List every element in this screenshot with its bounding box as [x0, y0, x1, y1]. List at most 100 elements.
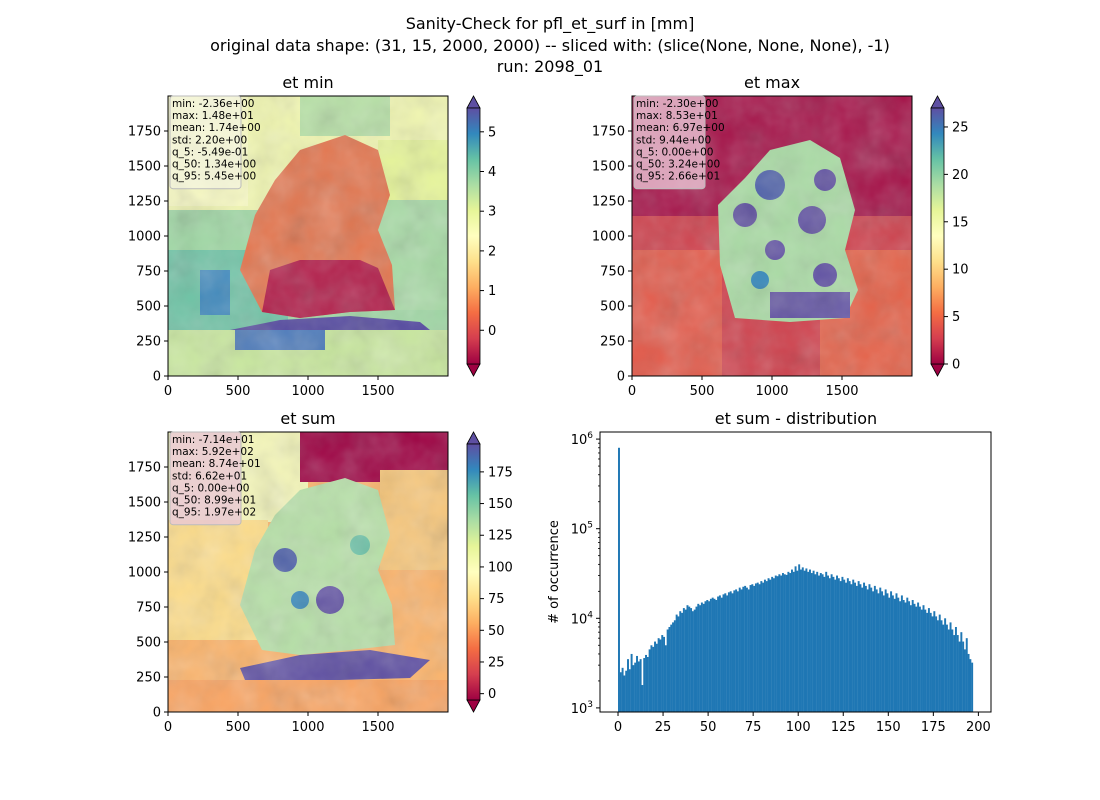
- y-tick-label: 500: [600, 300, 625, 315]
- panel-title-et-max: et max: [744, 73, 800, 92]
- stats-line: min: -2.36e+00: [172, 98, 254, 110]
- stats-line: mean: 1.74e+00: [172, 122, 261, 134]
- y-tick-label: 250: [136, 335, 161, 350]
- histogram-bar: [803, 570, 806, 712]
- histogram-bar: [650, 645, 653, 712]
- histogram-bar: [693, 609, 696, 712]
- histogram-bar: [769, 579, 772, 712]
- histogram-bar: [836, 575, 838, 712]
- x-tick-label: 200: [966, 720, 991, 735]
- x-tick-label: 125: [831, 720, 856, 735]
- histogram-bar: [902, 600, 905, 712]
- histogram-bar: [655, 643, 658, 712]
- histogram-bar: [742, 586, 745, 712]
- histogram-bar: [765, 581, 768, 712]
- histogram-bar: [915, 606, 918, 712]
- colorbar-tick-label: 0: [488, 324, 496, 339]
- histogram-bar: [832, 576, 835, 712]
- histogram-bar: [666, 629, 669, 712]
- heatmap-image-et-sum: [168, 432, 448, 712]
- histogram-bar: [904, 602, 907, 712]
- x-tick-label: 1000: [755, 384, 788, 399]
- histogram-bar: [648, 649, 651, 712]
- histogram-bar: [774, 575, 777, 712]
- histogram-bar: [963, 649, 966, 712]
- y-tick-label: 1000: [128, 230, 161, 245]
- histogram-bar: [783, 574, 786, 712]
- stats-box-background: [169, 95, 242, 190]
- histogram-bar: [776, 576, 779, 712]
- histogram-bar: [754, 583, 757, 712]
- histogram-bar: [720, 597, 723, 712]
- y-tick-label: 1500: [128, 160, 161, 175]
- histogram-bar: [733, 590, 736, 712]
- histogram-bar: [681, 612, 684, 712]
- axes-frame-histogram: [599, 431, 992, 713]
- histogram-bar: [818, 575, 820, 712]
- colorbar-gradient: [930, 107, 945, 365]
- histogram-bar: [942, 624, 945, 712]
- colorbar-tick-label: 5: [488, 125, 496, 140]
- histogram-bar: [778, 574, 781, 712]
- colorbar-tick-label: 75: [488, 592, 505, 607]
- histogram-bar: [852, 579, 855, 712]
- stats-line: mean: 8.74e+01: [172, 458, 261, 470]
- histogram-bar: [645, 654, 647, 712]
- y-tick-label: 106: [571, 431, 594, 448]
- histogram-bar: [827, 575, 829, 712]
- histogram-bar: [763, 579, 766, 712]
- histogram-bar: [960, 632, 963, 712]
- histogram-bar: [956, 635, 959, 712]
- histogram-bar: [801, 567, 804, 712]
- histogram-bar: [933, 611, 936, 712]
- y-tick-label: 1000: [128, 566, 161, 581]
- histogram-bar: [772, 578, 775, 712]
- y-tick-label: 750: [136, 601, 161, 616]
- histogram-bar: [628, 669, 631, 712]
- histogram-bar: [706, 600, 709, 712]
- histogram-bar: [711, 597, 714, 712]
- colorbar-et-sum: 0 25 50 75 100 125 150 175: [466, 431, 513, 713]
- histogram-bar: [619, 672, 622, 712]
- histogram-bar: [965, 638, 968, 712]
- histogram-bar: [729, 591, 732, 712]
- histogram-bar: [675, 614, 678, 712]
- histogram-bar: [819, 573, 822, 712]
- colorbar-extend-min: [930, 363, 945, 377]
- colorbar-tick-label: 50: [488, 624, 505, 639]
- histogram-bar: [909, 605, 912, 712]
- stats-line: std: 9.44e+00: [636, 134, 711, 146]
- histogram-bar: [670, 624, 673, 712]
- colorbar-et-max: 0 5 10 15 20 25: [930, 95, 969, 377]
- figure-title-line-1: Sanity-Check for pfl_et_surf in [mm]: [406, 14, 695, 34]
- colorbar-gradient: [466, 107, 481, 365]
- histogram-bar: [697, 603, 700, 712]
- figure-title-line-3: run: 2098_01: [497, 57, 603, 77]
- y-tick-label: 250: [600, 335, 625, 350]
- stats-box-background: [633, 95, 706, 190]
- histogram-bar: [882, 595, 885, 712]
- histogram-bar: [740, 589, 743, 712]
- histogram-bar: [747, 589, 750, 712]
- histogram-bar: [798, 564, 801, 712]
- y-tick-label: 104: [571, 610, 594, 627]
- histogram-bar: [911, 600, 914, 712]
- colorbar-gradient: [466, 443, 481, 701]
- histogram-bar: [906, 597, 909, 712]
- colorbar-extend-min: [466, 699, 481, 713]
- histogram-bar: [805, 568, 808, 712]
- panel-et-max: et max 0 500 1000 1500 02505007501000125015…: [592, 73, 969, 399]
- histogram-bar: [891, 595, 894, 712]
- colorbar-tick-label: 0: [952, 358, 960, 373]
- y-tick-label: 105: [571, 521, 593, 538]
- colorbar-extend-min: [466, 363, 481, 377]
- y-tick-label: 750: [136, 265, 161, 280]
- histogram-bar: [944, 618, 947, 712]
- histogram-bar: [843, 579, 846, 712]
- histogram-bar: [663, 636, 666, 712]
- histogram-bar: [686, 605, 689, 712]
- histogram-bar: [724, 593, 727, 712]
